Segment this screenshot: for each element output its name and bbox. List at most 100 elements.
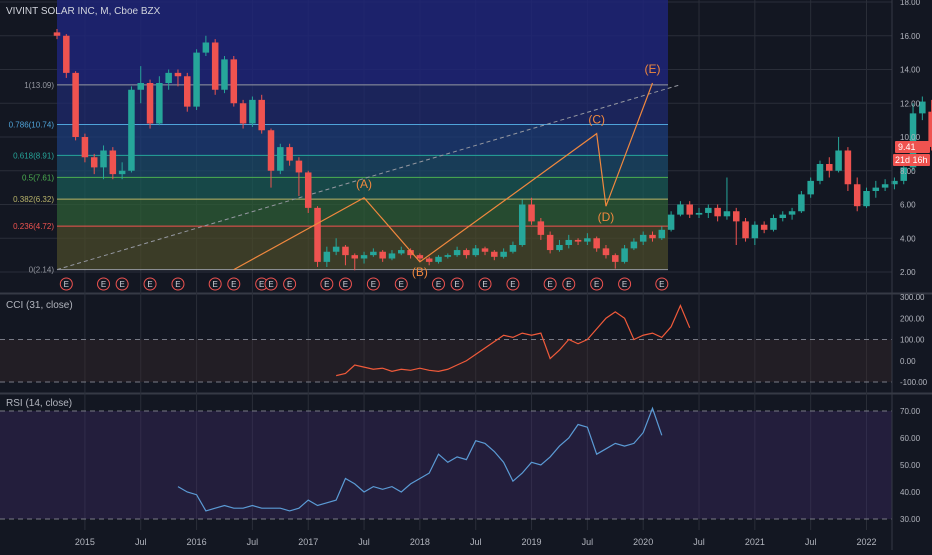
earnings-marker-label: E bbox=[622, 280, 627, 289]
layer-candles bbox=[53, 29, 932, 271]
candle-body bbox=[546, 234, 554, 251]
time-tick-label: 2020 bbox=[633, 537, 653, 547]
candle-body bbox=[770, 218, 777, 230]
candle-body bbox=[807, 180, 814, 195]
candle-body bbox=[621, 248, 628, 262]
candle-body bbox=[304, 172, 312, 208]
trend-line bbox=[56, 84, 681, 271]
layer-axes: 300.00 200.00 100.00 0.00 -100.00 70.00 60.00 5… bbox=[75, 0, 928, 550]
rsi-tick-label: 70.00 bbox=[900, 407, 921, 416]
earnings-marker-label: E bbox=[287, 280, 292, 289]
fib-zone bbox=[57, 177, 668, 200]
candle-body bbox=[351, 255, 359, 259]
candle-body bbox=[602, 248, 610, 256]
earnings-marker-label: E bbox=[119, 280, 124, 289]
fib-level-label: 1(13.09) bbox=[24, 81, 54, 90]
candle-body bbox=[81, 137, 89, 158]
candle-body bbox=[751, 224, 759, 239]
countdown-label: 21d 16h bbox=[895, 155, 928, 165]
candle-body bbox=[537, 221, 545, 235]
earnings-marker bbox=[431, 277, 445, 291]
candle-body bbox=[202, 42, 210, 53]
cci-pane-title[interactable]: CCI (31, close) bbox=[6, 300, 73, 311]
candle-body bbox=[193, 52, 200, 107]
candle-body bbox=[100, 150, 107, 168]
earnings-marker bbox=[143, 277, 157, 291]
cci-tick-label: 200.00 bbox=[900, 314, 925, 323]
candle-body bbox=[137, 83, 144, 90]
candle-body bbox=[146, 83, 154, 124]
price-tick-label: 18.00 bbox=[900, 0, 921, 7]
earnings-marker bbox=[618, 277, 632, 291]
earnings-marker-label: E bbox=[482, 280, 487, 289]
last-price-label: 9.41 bbox=[898, 142, 916, 152]
price-tick-label: 8.00 bbox=[900, 167, 916, 176]
candle-body bbox=[388, 253, 396, 259]
candle-body bbox=[239, 103, 247, 124]
chart-title[interactable]: VIVINT SOLAR INC, M, Cboe BZX bbox=[6, 6, 161, 17]
candle-body bbox=[891, 180, 898, 185]
candle-body bbox=[630, 241, 638, 249]
candle-body bbox=[295, 160, 303, 173]
candle-body bbox=[528, 204, 535, 222]
time-tick-label: Jul bbox=[358, 537, 370, 547]
price-tick-label: 4.00 bbox=[900, 234, 916, 243]
candle-body bbox=[444, 255, 452, 257]
earnings-marker bbox=[655, 277, 669, 291]
earnings-marker bbox=[543, 277, 557, 291]
candle-body bbox=[63, 35, 70, 73]
earnings-marker-label: E bbox=[454, 280, 459, 289]
candle-body bbox=[184, 76, 191, 107]
earnings-marker bbox=[590, 277, 604, 291]
earnings-marker-label: E bbox=[324, 280, 329, 289]
candle-body bbox=[379, 251, 386, 259]
time-tick-label: Jul bbox=[247, 537, 259, 547]
candle-body bbox=[714, 207, 721, 217]
candle-body bbox=[863, 191, 870, 207]
candle-body bbox=[584, 238, 591, 242]
earnings-marker bbox=[227, 277, 241, 291]
price-tick-label: 14.00 bbox=[900, 66, 921, 75]
candle-body bbox=[574, 239, 582, 242]
candle-body bbox=[835, 150, 842, 171]
candle-body bbox=[872, 187, 880, 191]
candle-body bbox=[407, 250, 414, 256]
candle-body bbox=[481, 248, 489, 252]
candle-body bbox=[314, 207, 321, 262]
candle-body bbox=[174, 72, 182, 77]
fib-zone bbox=[57, 226, 668, 270]
candle-body bbox=[760, 224, 768, 230]
candle-body bbox=[286, 147, 293, 161]
time-tick-label: Jul bbox=[693, 537, 705, 547]
rsi-pane-title[interactable]: RSI (14, close) bbox=[6, 398, 72, 409]
candle-body bbox=[370, 251, 377, 256]
fib-level-label: 0.382(6.32) bbox=[13, 195, 54, 204]
candle-body bbox=[677, 204, 684, 215]
candle-body bbox=[435, 256, 442, 262]
earnings-marker bbox=[320, 277, 334, 291]
earnings-marker bbox=[171, 277, 185, 291]
wave-label: (D) bbox=[598, 210, 615, 224]
earnings-marker bbox=[283, 277, 297, 291]
rsi-tick-label: 60.00 bbox=[900, 434, 921, 443]
price-tick-label: 6.00 bbox=[900, 201, 916, 210]
earnings-marker-label: E bbox=[64, 280, 69, 289]
cci-band bbox=[0, 339, 892, 382]
candle-body bbox=[165, 72, 172, 83]
candle-body bbox=[109, 150, 117, 175]
layer-fibonacci: 1(13.09) 0.786(10.74) 0.618(8.91) 0.5(7.61)… bbox=[9, 0, 681, 275]
fib-zone bbox=[57, 0, 668, 85]
wave-label: (E) bbox=[645, 62, 661, 76]
candle-body bbox=[928, 111, 932, 147]
candle-body bbox=[556, 245, 563, 251]
cci-pane-bg bbox=[0, 296, 892, 392]
candle-body bbox=[742, 221, 749, 239]
earnings-marker bbox=[478, 277, 492, 291]
candle-body bbox=[249, 99, 256, 124]
time-tick-label: Jul bbox=[135, 537, 147, 547]
time-tick-label: Jul bbox=[805, 537, 817, 547]
fib-zone bbox=[57, 124, 668, 156]
candle-body bbox=[788, 211, 796, 215]
